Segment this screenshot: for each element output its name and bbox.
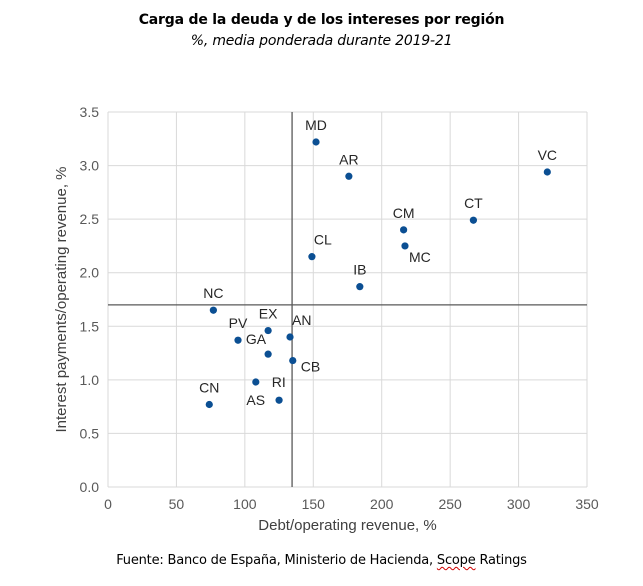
data-point-ri: [252, 378, 260, 386]
x-tick-label: 200: [370, 496, 394, 512]
point-label-cl: CL: [314, 232, 332, 248]
data-points: [205, 138, 551, 409]
chart-title: Carga de la deuda y de los intereses por…: [138, 12, 505, 28]
x-tick-label: 150: [302, 496, 326, 512]
data-point-md: [312, 138, 320, 146]
x-tick-label: 100: [233, 496, 257, 512]
gridlines: [107, 111, 588, 488]
x-tick-label: 0: [104, 496, 112, 512]
y-tick-label: 2.5: [80, 211, 100, 227]
x-tick-label: 300: [507, 496, 531, 512]
data-point-mc: [401, 242, 409, 250]
data-point-vc: [543, 168, 551, 176]
y-axis-ticks: 0.0 0.5 1.0 1.5 2.0 2.5 3.0 3.5: [80, 104, 100, 495]
point-label-mc: MC: [409, 249, 431, 265]
y-tick-label: 0.0: [80, 479, 100, 495]
point-label-as: AS: [246, 392, 265, 408]
y-tick-label: 3.5: [80, 104, 100, 120]
source-suffix: Ratings: [475, 553, 527, 568]
y-tick-label: 3.0: [80, 158, 100, 174]
data-point-as: [275, 396, 283, 404]
data-point-cl: [308, 253, 316, 261]
data-point-ib: [356, 283, 364, 291]
chart-subtitle: %, media ponderada durante 2019-21: [190, 33, 453, 49]
reference-lines: [108, 112, 587, 487]
point-label-ib: IB: [353, 262, 366, 278]
point-label-md: MD: [305, 117, 327, 133]
source-spellcheck-word: Scope: [436, 553, 476, 568]
data-point-ar: [345, 172, 353, 180]
source-prefix: Fuente: Banco de España, Ministerio de H…: [116, 553, 437, 568]
data-point-ex: [264, 326, 272, 335]
data-point-pv: [234, 336, 242, 344]
point-label-ri: RI: [272, 374, 286, 390]
data-point-cn: [205, 400, 213, 409]
data-point-an: [286, 333, 294, 341]
point-label-an: AN: [292, 312, 311, 328]
y-tick-label: 2.0: [80, 265, 100, 281]
point-label-cn: CN: [199, 380, 219, 396]
point-label-nc: NC: [203, 285, 223, 301]
point-label-ct: CT: [464, 195, 483, 211]
point-label-ex: EX: [259, 306, 278, 322]
y-tick-label: 1.0: [80, 372, 100, 388]
point-label-cb: CB: [301, 359, 320, 375]
point-label-ga: GA: [246, 331, 267, 347]
data-point-cb: [289, 356, 297, 365]
data-point-cm: [400, 226, 408, 234]
point-label-ar: AR: [339, 151, 358, 167]
x-axis-ticks: 0 50 100 150 200 250 300 350: [104, 496, 599, 512]
point-label-cm: CM: [393, 205, 415, 221]
source-note: Fuente: Banco de España, Ministerio de H…: [0, 553, 643, 568]
y-tick-label: 1.5: [80, 318, 100, 334]
data-point-nc: [209, 306, 217, 314]
x-tick-label: 350: [575, 496, 599, 512]
point-label-vc: VC: [538, 147, 557, 163]
y-axis-label: Interest payments/operating revenue, %: [53, 167, 70, 433]
data-point-ga: [264, 350, 272, 358]
y-tick-label: 0.5: [80, 425, 100, 441]
x-tick-label: 50: [169, 496, 185, 512]
data-point-ct: [469, 216, 478, 224]
point-label-pv: PV: [229, 315, 248, 331]
x-tick-label: 250: [438, 496, 462, 512]
x-axis-label: Debt/operating revenue, %: [258, 517, 436, 534]
